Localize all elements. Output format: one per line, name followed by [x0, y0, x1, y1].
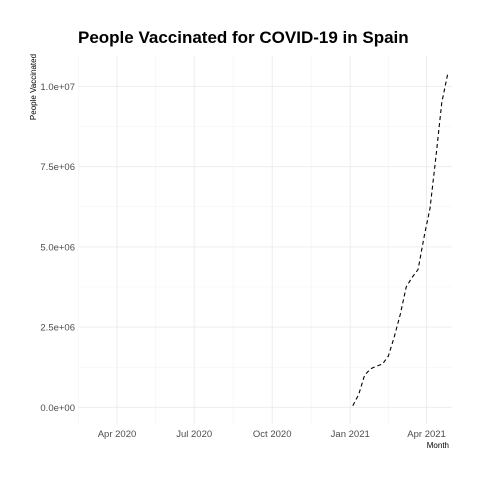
x-axis-title: Month [427, 441, 449, 450]
x-tick-label: Jul 2020 [176, 429, 212, 440]
y-tick-label: 5.0e+06 [40, 242, 75, 253]
y-tick-label: 1.0e+07 [40, 82, 75, 93]
x-tick-label: Apr 2021 [407, 429, 446, 440]
x-tick-label: Jan 2021 [331, 429, 370, 440]
y-axis-title: People Vaccinated [29, 54, 38, 120]
y-tick-label: 2.5e+06 [40, 323, 75, 334]
chart-title: People Vaccinated for COVID-19 in Spain [78, 28, 409, 47]
y-tick-label: 7.5e+06 [40, 162, 75, 173]
x-tick-label: Oct 2020 [253, 429, 292, 440]
y-tick-label: 0.0e+00 [40, 403, 75, 414]
x-tick-label: Apr 2020 [98, 429, 137, 440]
